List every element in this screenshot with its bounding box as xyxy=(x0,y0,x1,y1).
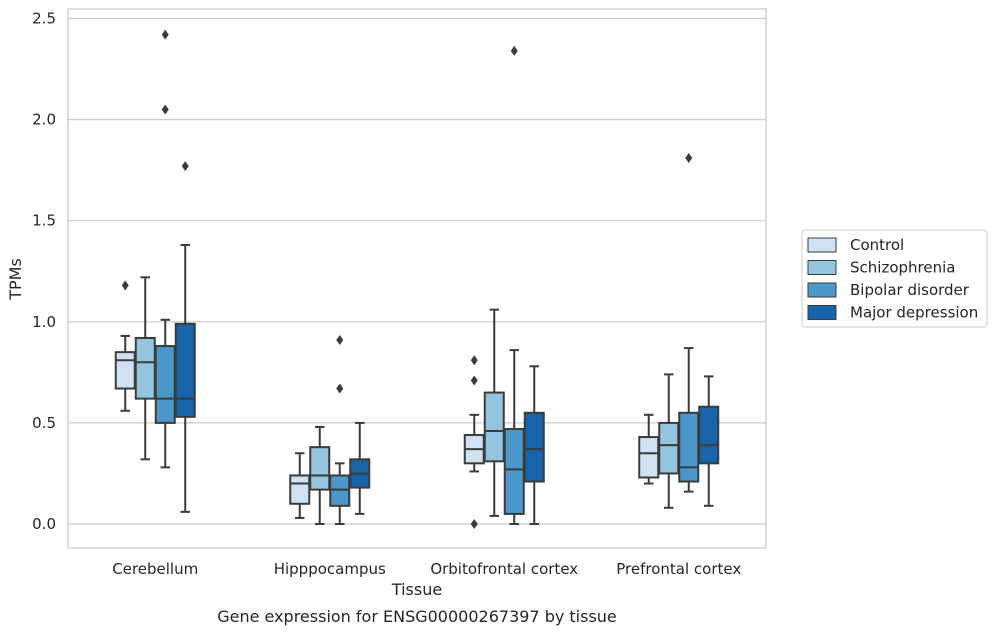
legend-label: Bipolar disorder xyxy=(850,281,970,299)
x-tick-label: Prefrontal cortex xyxy=(616,560,741,578)
y-tick-label: 0.0 xyxy=(32,515,56,533)
y-axis-label: TPMs xyxy=(6,258,25,301)
box-control xyxy=(463,355,485,529)
box-iqr xyxy=(503,427,525,515)
outlier-point xyxy=(161,29,169,40)
box-major-depression xyxy=(174,161,196,513)
legend-swatch xyxy=(807,260,837,275)
box-iqr xyxy=(523,411,545,483)
legend-label: Schizophrenia xyxy=(850,259,955,277)
legend-swatch xyxy=(807,305,837,320)
box-iqr xyxy=(289,474,311,505)
outlier-point xyxy=(121,280,129,291)
box-major-depression xyxy=(349,421,371,515)
box-iqr xyxy=(309,446,331,491)
box-bipolar-disorder xyxy=(503,45,525,525)
box-control xyxy=(114,280,136,412)
box-schizophrenia xyxy=(658,373,680,509)
plot-frame xyxy=(67,8,767,549)
outlier-point xyxy=(685,153,693,164)
x-tick-label: Cerebellum xyxy=(112,560,198,578)
legend: Control Schizophrenia Bipolar disorder Majo… xyxy=(801,229,988,328)
chart-caption: Gene expression for ENSG00000267397 by t… xyxy=(217,607,617,626)
box-iqr xyxy=(678,411,700,483)
outlier-point xyxy=(336,383,344,394)
box-iqr xyxy=(638,436,660,479)
box-schizophrenia xyxy=(483,308,505,517)
x-tick-label: Hipppocampus xyxy=(274,560,386,578)
box-bipolar-disorder xyxy=(329,334,351,525)
box-iqr xyxy=(114,351,136,390)
outlier-point xyxy=(470,355,478,366)
outlier-point xyxy=(470,519,478,529)
box-control xyxy=(638,413,660,485)
y-tick-label: 1.5 xyxy=(32,212,56,230)
box-iqr xyxy=(174,322,196,418)
y-tick-label: 2.0 xyxy=(32,111,56,129)
legend-frame xyxy=(801,229,988,328)
box-bipolar-disorder xyxy=(154,29,176,469)
box-iqr xyxy=(658,421,680,475)
outlier-point xyxy=(510,45,518,56)
box-major-depression xyxy=(523,365,545,525)
x-tick-label: Orbitofrontal cortex xyxy=(430,560,578,578)
legend-swatch xyxy=(807,237,837,253)
box-schizophrenia xyxy=(309,425,331,525)
box-major-depression xyxy=(698,375,720,507)
y-tick-label: 0.5 xyxy=(32,414,56,432)
box-schizophrenia xyxy=(134,276,156,461)
outlier-point xyxy=(161,104,169,115)
outlier-point xyxy=(470,375,478,386)
box-iqr xyxy=(483,391,505,463)
x-tick-labels: Cerebellum Hipppocampus Orbitofrontal cort… xyxy=(112,560,741,578)
legend-items: Control Schizophrenia Bipolar disorder Majo… xyxy=(807,236,978,322)
legend-label: Control xyxy=(850,236,904,254)
box-iqr xyxy=(154,345,176,424)
box-iqr xyxy=(134,336,156,400)
outlier-point xyxy=(336,334,344,345)
x-axis-label: Tissue xyxy=(391,580,442,599)
y-tick-labels: 0.0 0.5 1.0 1.5 2.0 2.5 xyxy=(32,10,56,534)
y-tick-label: 2.5 xyxy=(32,10,56,28)
legend-swatch xyxy=(807,282,837,298)
box-iqr xyxy=(329,474,351,507)
y-tick-label: 1.0 xyxy=(32,313,56,331)
legend-label: Major depression xyxy=(850,304,978,322)
box-control xyxy=(289,452,311,519)
outlier-point xyxy=(181,161,189,172)
box-iqr xyxy=(698,405,720,465)
box-plot-area xyxy=(114,29,720,529)
